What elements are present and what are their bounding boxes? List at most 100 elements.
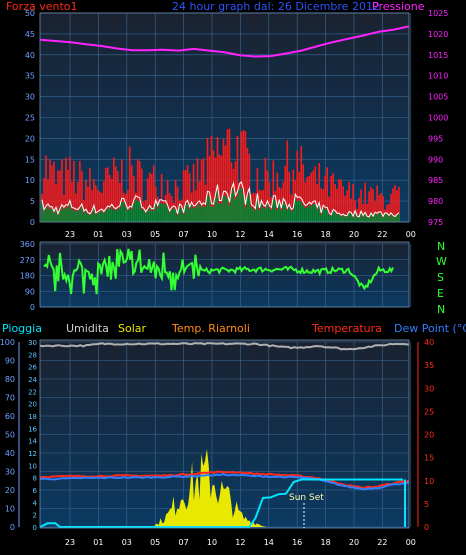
wind-x-tick-label: 16	[292, 230, 302, 239]
temp-x-tick-label: 22	[377, 538, 387, 547]
direction-y-tick-label: 90	[25, 287, 35, 296]
humidity-y-tick-label: 10	[5, 505, 15, 514]
wind-y-tick-label: 30	[25, 93, 35, 102]
wind-x-tick-label: 00	[406, 230, 416, 239]
compass-n-top: N	[437, 240, 445, 253]
pressure-y-tick-label: 980	[428, 197, 443, 206]
wind-x-tick-label: 18	[321, 230, 331, 239]
sunset-label: Sun Set	[289, 493, 324, 503]
temp-y-tick-label: 0	[424, 523, 429, 532]
temp-x-tick-label: 16	[292, 538, 302, 547]
temp-y-tick-label: 10	[424, 477, 434, 486]
pressure-y-tick-label: 1000	[428, 114, 448, 123]
humidity-y-tick-label: 90	[5, 357, 15, 366]
compass-n-bottom: N	[437, 303, 445, 316]
pressure-legend-label: Pressione	[372, 0, 425, 13]
wind-x-tick-label: 12	[235, 230, 245, 239]
humidity-y-tick-label: 50	[5, 431, 15, 440]
rain-y-tick-label: 24	[28, 376, 37, 384]
wind-x-tick-label: 23	[65, 230, 75, 239]
temperature-legend-label: Temperatura	[311, 322, 382, 335]
wind-y-tick-label: 25	[25, 114, 35, 123]
direction-line	[43, 248, 394, 295]
rain-y-tick-label: 30	[28, 339, 37, 347]
humidity-legend-label: Umidita	[66, 322, 109, 335]
wind-y-tick-label: 35	[25, 72, 35, 81]
temp-riarnoli-legend-label: Temp. Riarnoli	[171, 322, 250, 335]
compass-s: S	[437, 271, 444, 284]
rain-y-tick-label: 26	[28, 364, 37, 372]
temp-y-tick-label: 20	[424, 431, 434, 440]
pressure-y-tick-label: 1025	[428, 9, 448, 18]
humidity-y-tick-label: 0	[10, 523, 15, 532]
temp-x-tick-label: 20	[349, 538, 359, 547]
direction-frame	[39, 241, 410, 308]
pressure-y-tick-label: 990	[428, 155, 443, 164]
pressure-y-tick-label: 1020	[428, 30, 448, 39]
wind-y-tick-label: 50	[25, 9, 35, 18]
solar-area	[40, 448, 409, 527]
rain-y-tick-label: 28	[28, 351, 37, 359]
rain-y-tick-label: 8	[33, 475, 37, 483]
temp-y-tick-label: 25	[424, 407, 434, 416]
humidity-y-tick-label: 20	[5, 486, 15, 495]
temp-x-tick-label: 07	[179, 538, 189, 547]
humidity-line	[39, 342, 410, 351]
pressure-y-tick-label: 1015	[428, 51, 448, 60]
temp-x-tick-label: 10	[207, 538, 217, 547]
wind-y-tick-label: 40	[25, 51, 35, 60]
pressure-y-tick-label: 975	[428, 218, 443, 227]
rain-y-tick-label: 20	[28, 401, 37, 409]
wind-y-tick-label: 5	[30, 197, 35, 206]
temp-frame	[39, 339, 410, 529]
humidity-y-tick-label: 100	[0, 338, 15, 347]
pressure-line	[39, 25, 410, 58]
temp-x-tick-label: 03	[122, 538, 132, 547]
wind-x-tick-label: 07	[179, 230, 189, 239]
dewpoint-line	[39, 473, 410, 491]
dewpoint-legend-label: Dew Point (°C)	[394, 322, 466, 335]
temp-y-tick-label: 35	[424, 361, 434, 370]
rain-y-tick-label: 4	[33, 499, 38, 507]
humidity-y-tick-label: 70	[5, 394, 15, 403]
rain-y-tick-label: 22	[28, 388, 37, 396]
rain-y-tick-label: 12	[28, 450, 37, 458]
rain-y-tick-label: 6	[33, 487, 38, 495]
direction-panel	[40, 242, 409, 307]
rain-y-tick-label: 10	[28, 462, 37, 470]
axes-layer: 0510152025303540455097598098599099510001…	[0, 9, 448, 547]
wind-x-tick-label: 14	[264, 230, 274, 239]
wind-y-tick-label: 20	[25, 134, 35, 143]
marks-layer	[39, 25, 410, 528]
wind-x-tick-label: 20	[349, 230, 359, 239]
temp-y-tick-label: 30	[424, 384, 434, 393]
wind-average-line	[41, 181, 400, 218]
wind-y-tick-label: 0	[30, 218, 35, 227]
wind-frame	[39, 12, 410, 223]
wind-x-tick-label: 22	[377, 230, 387, 239]
direction-y-tick-label: 270	[20, 256, 35, 265]
humidity-y-tick-label: 60	[5, 412, 15, 421]
wind-y-tick-label: 45	[25, 30, 35, 39]
direction-y-tick-label: 360	[20, 240, 35, 249]
temp-x-tick-label: 18	[321, 538, 331, 547]
temp-x-tick-label: 12	[235, 538, 245, 547]
temp-x-tick-label: 05	[150, 538, 160, 547]
rain-y-tick-label: 2	[33, 512, 37, 520]
pressure-y-tick-label: 1010	[428, 72, 448, 81]
solar-legend-label: Solar	[118, 322, 147, 335]
direction-y-tick-label: 0	[30, 303, 35, 312]
pressure-y-tick-label: 995	[428, 134, 443, 143]
temp-x-tick-label: 14	[264, 538, 274, 547]
compass-e: E	[437, 287, 444, 300]
pressure-y-tick-label: 985	[428, 176, 443, 185]
rain-y-tick-label: 16	[28, 425, 37, 433]
humidity-y-tick-label: 40	[5, 449, 15, 458]
wind-x-tick-label: 03	[122, 230, 132, 239]
temp-y-tick-label: 15	[424, 454, 434, 463]
rain-line	[39, 478, 403, 528]
rain-y-tick-label: 14	[28, 438, 37, 446]
wind-x-tick-label: 05	[150, 230, 160, 239]
temp-x-tick-label: 23	[65, 538, 75, 547]
